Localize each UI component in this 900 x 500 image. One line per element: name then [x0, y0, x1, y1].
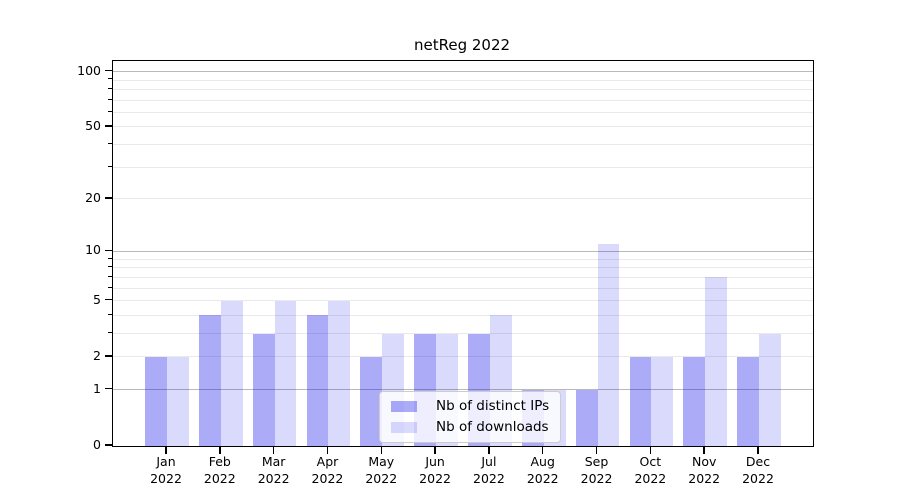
y-tick-mark [105, 69, 112, 72]
y-tick-mark [105, 249, 112, 252]
x-tick-label: Aug 2022 [526, 454, 559, 486]
y-tick-label: 5 [93, 291, 101, 307]
gridline-major [113, 250, 813, 252]
plot-canvas [113, 61, 813, 446]
y-minor-tick-mark [108, 125, 112, 127]
gridline-minor [113, 333, 813, 335]
x-tick-label: May 2022 [365, 454, 398, 486]
x-tick-mark [757, 446, 759, 454]
y-tick-mark [105, 444, 112, 446]
y-minor-tick-mark [108, 98, 112, 100]
bar-downloads-dec [759, 333, 781, 446]
y-minor-tick-mark [108, 197, 112, 199]
bar-ips-oct [629, 356, 652, 446]
x-tick-label: Sep 2022 [580, 454, 613, 486]
bar-ips-feb [199, 315, 221, 446]
x-tick-mark [434, 446, 436, 454]
y-tick-label: 20 [85, 189, 101, 205]
chart-title: netReg 2022 [413, 36, 511, 54]
x-tick-mark [703, 446, 705, 454]
x-tick-mark [272, 446, 275, 454]
bar-ips-nov [683, 356, 706, 446]
gridline-minor [113, 99, 813, 101]
y-tick-mark [105, 388, 112, 390]
x-tick-mark [219, 446, 221, 454]
y-tick-label: 10 [85, 242, 101, 258]
x-tick-mark [649, 446, 652, 454]
gridline-minor [113, 111, 813, 113]
plot-area [112, 60, 814, 447]
bar-downloads-sep [597, 244, 620, 446]
bar-downloads-apr [328, 300, 351, 446]
y-minor-tick-mark [108, 286, 112, 288]
legend-label-distinct-ips: Nb of distinct IPs [436, 398, 550, 414]
y-tick-label: 2 [93, 347, 101, 363]
gridline-minor [113, 126, 813, 128]
gridline-minor [113, 300, 813, 302]
gridline-minor [113, 314, 813, 316]
legend-item-distinct-ips: Nb of distinct IPs [391, 399, 549, 414]
y-minor-tick-mark [108, 299, 112, 301]
y-tick-label: 100 [77, 62, 101, 78]
x-tick-label: Oct 2022 [634, 454, 667, 486]
y-minor-tick-mark [108, 87, 112, 89]
gridline-minor [113, 276, 813, 278]
x-tick-mark [165, 446, 167, 454]
y-minor-tick-mark [108, 143, 112, 145]
y-tick-label: 0 [93, 437, 101, 452]
x-tick-mark [380, 446, 382, 454]
bar-downloads-jan [167, 356, 189, 446]
y-minor-tick-mark [108, 266, 112, 268]
bar-ips-mar [252, 333, 275, 446]
gridline-major [113, 71, 813, 73]
gridline-major [113, 389, 813, 391]
bar-ips-apr [306, 315, 329, 446]
x-tick-label: Jan 2022 [150, 454, 182, 486]
legend-item-downloads: Nb of downloads [391, 420, 549, 435]
x-tick-label: Apr 2022 [311, 454, 344, 486]
gridline-minor [113, 356, 813, 358]
gridline-minor [113, 267, 813, 269]
y-minor-tick-mark [108, 257, 112, 259]
x-tick-label: Jul 2022 [473, 454, 505, 486]
gridline-minor [113, 144, 813, 146]
legend-swatch-downloads [391, 422, 417, 433]
gridline-minor [113, 79, 813, 81]
y-minor-tick-mark [108, 165, 112, 167]
bar-ips-sep [575, 389, 598, 446]
bar-downloads-oct [651, 356, 674, 446]
y-minor-tick-mark [108, 110, 112, 112]
x-tick-mark [488, 446, 490, 454]
gridline-minor [113, 287, 813, 289]
bar-downloads-feb [220, 300, 243, 446]
bar-ips-jan [145, 356, 167, 446]
legend: Nb of distinct IPs Nb of downloads [379, 391, 562, 443]
x-tick-label: Feb 2022 [203, 454, 236, 486]
y-minor-tick-mark [108, 78, 112, 80]
y-tick-label: 1 [93, 380, 101, 396]
y-minor-tick-mark [108, 313, 112, 315]
x-tick-mark [326, 446, 329, 454]
y-tick-label: 50 [85, 117, 101, 133]
bar-ips-may [360, 356, 383, 446]
y-minor-tick-mark [108, 275, 112, 277]
x-tick-label: Jun 2022 [419, 454, 451, 486]
x-tick-label: Nov 2022 [688, 454, 721, 486]
gridline-minor [113, 166, 813, 168]
y-minor-tick-mark [108, 355, 112, 357]
x-tick-label: Mar 2022 [257, 454, 290, 486]
bar-downloads-nov [705, 277, 727, 446]
y-minor-tick-mark [108, 332, 112, 334]
legend-swatch-distinct-ips [391, 401, 417, 412]
x-tick-mark [595, 446, 598, 454]
x-tick-mark [542, 446, 544, 454]
gridline-minor [113, 88, 813, 90]
bar-ips-dec [737, 356, 759, 446]
gridline-minor [113, 258, 813, 260]
legend-label-downloads: Nb of downloads [436, 419, 549, 435]
bar-downloads-mar [274, 300, 297, 446]
x-tick-label: Dec 2022 [742, 454, 774, 486]
gridline-minor [113, 198, 813, 200]
